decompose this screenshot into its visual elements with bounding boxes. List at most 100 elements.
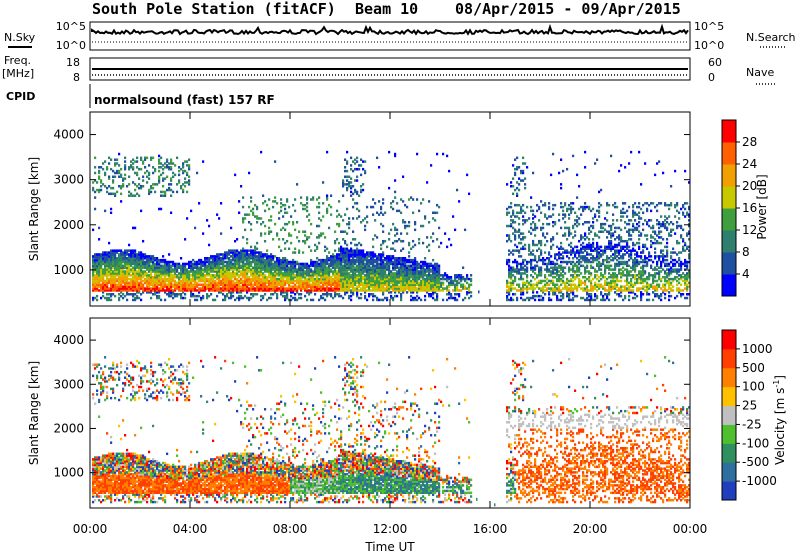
p-cell [364, 289, 367, 292]
p-cell [292, 275, 295, 279]
p-cell [392, 285, 395, 288]
p-cell [256, 251, 259, 254]
p-cell [316, 270, 319, 273]
p-cell [308, 272, 311, 275]
p-cell [202, 274, 205, 277]
p-cell [384, 258, 387, 262]
p-cell [166, 260, 169, 264]
p-cell [424, 270, 427, 273]
p-cell [350, 156, 353, 160]
p-cell [132, 285, 135, 288]
p-cell [106, 281, 109, 285]
p-cell [120, 173, 123, 177]
p-cell [516, 249, 519, 252]
p-cell [374, 266, 377, 269]
p-cell [204, 260, 207, 264]
p-cell [396, 272, 399, 275]
p-cell [176, 281, 179, 285]
p-cell [552, 213, 555, 216]
p-cell [542, 289, 545, 292]
p-cell [456, 287, 459, 290]
p-cell [512, 213, 515, 216]
p-cell [438, 289, 441, 292]
p-cell [396, 285, 399, 288]
p-cell [234, 287, 237, 290]
p-cell [518, 251, 521, 254]
p-cell [530, 266, 533, 269]
p-cell [280, 281, 283, 285]
p-cell [402, 247, 405, 251]
p-cell [428, 275, 431, 279]
p-cell [204, 275, 207, 279]
p-cell [516, 245, 519, 249]
p-cell [134, 226, 137, 230]
p-cell [132, 275, 135, 279]
p-cell [348, 184, 351, 188]
p-cell [246, 270, 249, 273]
p-cell [366, 272, 369, 275]
p-cell [298, 230, 301, 233]
p-cell [428, 277, 431, 281]
p-cell [252, 258, 255, 262]
p-cell [286, 294, 289, 298]
p-cell [386, 255, 389, 258]
p-cell [388, 279, 391, 283]
p-cell [244, 257, 247, 260]
p-cell [350, 298, 353, 302]
p-cell [232, 272, 235, 275]
p-cell [272, 285, 275, 288]
p-cell [326, 258, 329, 262]
p-cell [184, 275, 187, 279]
p-cell [118, 257, 121, 260]
p-cell [430, 281, 433, 285]
p-cell [330, 260, 333, 264]
p-cell [334, 262, 337, 266]
p-cell [380, 222, 383, 226]
p-cell [336, 289, 339, 292]
p-cell [506, 207, 509, 211]
p-cell [432, 274, 435, 277]
p-cell [170, 274, 173, 277]
p-cell [366, 274, 369, 277]
p-cell [416, 287, 419, 290]
p-cell [112, 285, 115, 288]
p-cell [136, 173, 139, 177]
p-cell [436, 266, 439, 269]
p-cell [382, 279, 385, 283]
p-cell [376, 270, 379, 273]
p-cell [532, 241, 535, 245]
p-cell [428, 285, 431, 288]
p-cell [264, 224, 267, 228]
p-cell [134, 264, 137, 268]
p-cell [512, 287, 515, 290]
p-cell [104, 171, 107, 175]
p-cell [568, 251, 571, 254]
p-cell [174, 287, 177, 290]
p-cell [280, 277, 283, 281]
p-cell [264, 266, 267, 269]
p-cell [356, 260, 359, 264]
p-cell [140, 293, 143, 296]
p-cell [250, 228, 253, 232]
p-cell [372, 213, 375, 216]
p-cell [148, 260, 151, 264]
p-cell [288, 283, 291, 287]
p-cell [140, 209, 143, 213]
p-cell [550, 238, 553, 241]
p-cell [358, 262, 361, 266]
p-cell [434, 287, 437, 290]
p-cell [512, 249, 515, 252]
p-cell [142, 274, 145, 277]
p-cell [126, 268, 129, 271]
p-cell [436, 211, 439, 215]
p-cell [170, 272, 173, 275]
p-cell [386, 260, 389, 264]
p-cell [334, 285, 337, 288]
p-cell [204, 277, 207, 281]
p-cell [110, 285, 113, 288]
p-cell [132, 293, 135, 296]
p-cell [110, 258, 113, 262]
p-cell [360, 272, 363, 275]
p-cell [212, 285, 215, 288]
p-cell [256, 287, 259, 290]
